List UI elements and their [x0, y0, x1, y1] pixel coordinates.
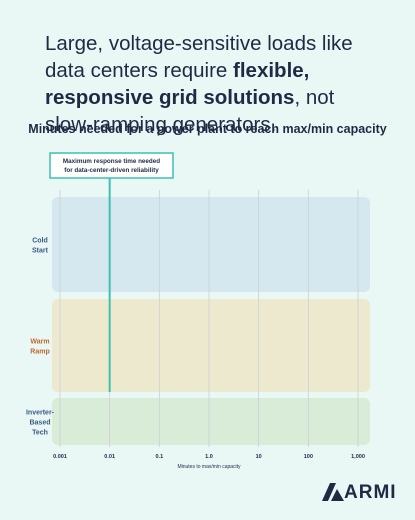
x-tick-label: 1,000 — [351, 454, 365, 460]
category-label: Tech — [32, 430, 48, 437]
armi-logo: ARMI — [322, 482, 397, 504]
logo-mark-icon — [322, 482, 344, 504]
x-axis-label: Minutes to max/min capacity — [177, 464, 241, 470]
reference-callout — [49, 152, 174, 179]
reference-label: for data-center-driven reliability — [64, 167, 159, 174]
category-label: Warm — [30, 339, 49, 346]
headline: Large, voltage-sensitive loads like data… — [45, 30, 385, 138]
x-tick-label: 100 — [304, 454, 313, 460]
x-tick-label: 0.001 — [53, 454, 67, 460]
x-tick-label: 10 — [256, 454, 262, 460]
category-label: Based — [29, 420, 50, 427]
category-band — [52, 197, 370, 292]
logo-text: ARMI — [344, 482, 397, 503]
chart-title: Minutes needed for a power plant to reac… — [28, 122, 387, 136]
category-band — [52, 299, 370, 392]
category-label: Inverter- — [26, 410, 55, 417]
headline-text: Large, voltage-sensitive loads like data… — [45, 32, 353, 82]
category-label: Cold — [32, 238, 48, 245]
category-band — [52, 398, 370, 445]
category-label: Ramp — [30, 349, 49, 356]
x-tick-label: 0.01 — [104, 454, 115, 460]
category-label: Start — [32, 248, 49, 255]
x-tick-label: 0.1 — [156, 454, 164, 460]
reference-label: Maximum response time needed — [63, 158, 160, 165]
headline-emphasis: flexible, responsive grid solutions — [45, 59, 310, 109]
headline-text-end: , not slow-ramping generators. — [45, 86, 335, 136]
x-tick-label: 1.0 — [205, 454, 213, 460]
